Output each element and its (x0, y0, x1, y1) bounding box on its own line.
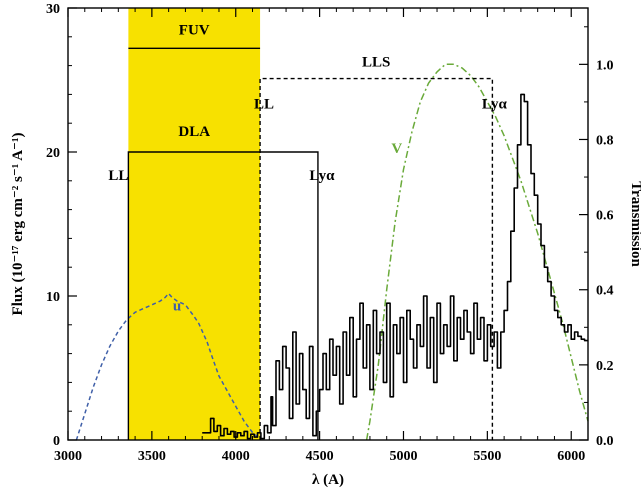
curves-layer (75, 63, 589, 441)
right-axis-title: Transmission (628, 181, 641, 267)
y-tick-label: 30 (46, 2, 60, 17)
y2-tick-label: 1.0 (596, 58, 614, 73)
x-tick-label: 3500 (138, 449, 166, 464)
lls-lya-label: Lyα (482, 97, 508, 113)
annotation-layer: FUV u V DLA LL Lyα LLS LL Lyα (108, 22, 508, 440)
x-tick-label: 5500 (473, 449, 501, 464)
lls-ll-label: LL (254, 97, 274, 113)
y2-tick-label: 0.2 (596, 359, 614, 374)
fuv-band-layer (128, 8, 261, 440)
x-tick-label: 5000 (389, 449, 417, 464)
axes-layer: 3000 3500 4000 4500 5000 5500 6000 0 10 20 30 0.0 0.… (46, 2, 614, 464)
x-tick-label: 4500 (306, 449, 334, 464)
x-tick-label: 6000 (557, 449, 585, 464)
y-tick-label: 10 (46, 290, 60, 305)
dla-label: DLA (178, 124, 210, 140)
dla-lya-label: Lyα (309, 168, 335, 184)
y2-tick-label: 0.8 (596, 133, 614, 148)
x-tick-label: 3000 (54, 449, 82, 464)
series-u (75, 292, 262, 441)
y-tick-label: 0 (53, 434, 60, 449)
x-tick-label: 4000 (222, 449, 250, 464)
plot-frame (67, 7, 589, 441)
y2-tick-label: 0.0 (596, 434, 614, 449)
fuv-band (128, 8, 261, 440)
y-tick-label: 20 (46, 146, 60, 161)
series-v (365, 63, 589, 441)
lls-label: LLS (362, 55, 390, 71)
y-axis-title: Flux (10⁻¹⁷ erg cm⁻² s⁻¹ A⁻¹) (10, 133, 26, 316)
series-spectrum (202, 93, 588, 440)
dla-ll-label: LL (108, 168, 128, 184)
x-axis-title: λ (A) (312, 472, 344, 488)
y2-tick-label: 0.4 (596, 284, 614, 299)
u-filter-label: u (173, 299, 181, 315)
v-filter-label: V (391, 141, 402, 157)
y2-tick-label: 0.6 (596, 209, 614, 224)
lls-bracket (259, 77, 494, 440)
fuv-label: FUV (179, 22, 210, 38)
dla-bracket (127, 151, 319, 440)
